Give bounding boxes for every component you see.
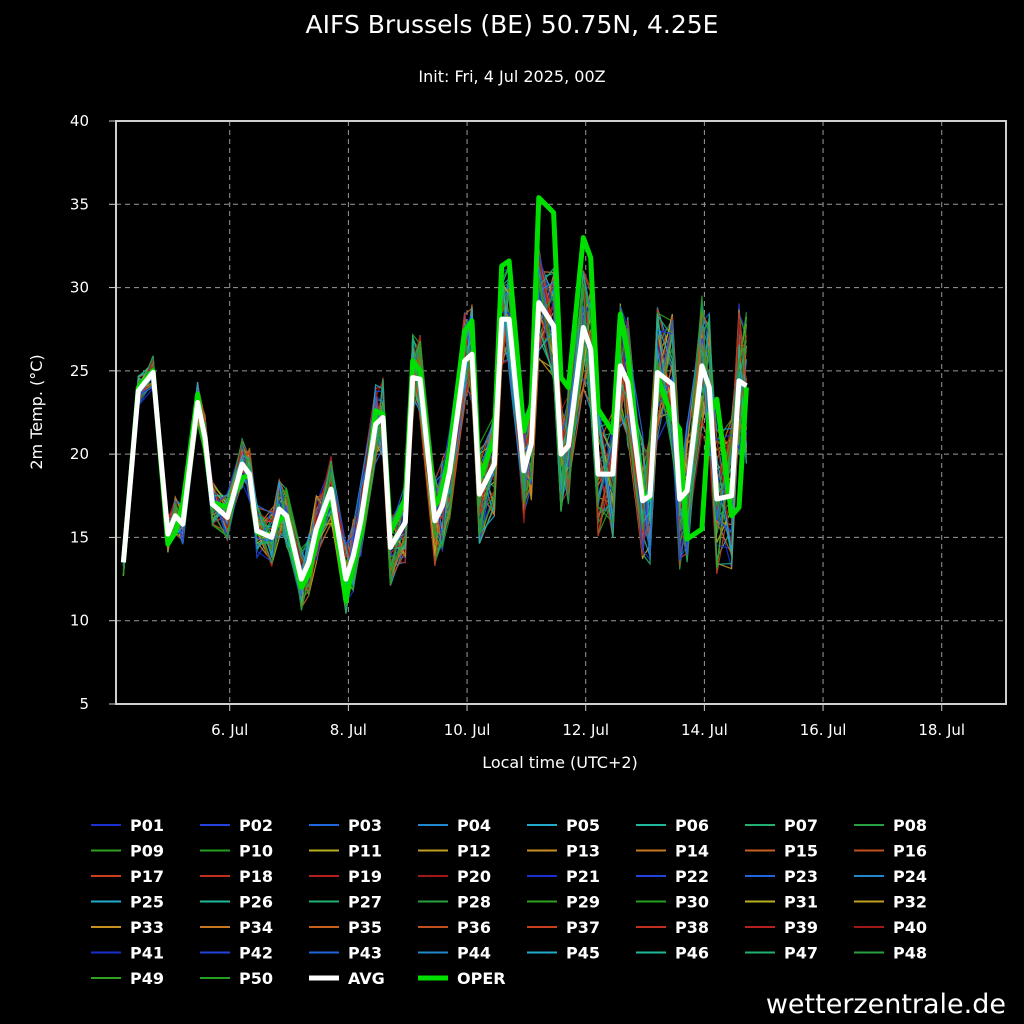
legend-label: P14: [675, 842, 709, 861]
legend-label: P33: [130, 918, 164, 937]
y-tick-label: 15: [70, 528, 89, 546]
y-tick-label: 35: [70, 195, 89, 213]
legend-label: P45: [566, 944, 600, 963]
y-tick-label: 30: [70, 279, 89, 297]
legend-label: P21: [566, 867, 600, 886]
legend-label: P12: [457, 842, 491, 861]
legend-label: P24: [893, 867, 927, 886]
legend-label: AVG: [348, 969, 385, 988]
legend-label: P36: [457, 918, 491, 937]
x-tick-label: 8. Jul: [330, 721, 367, 739]
source-credit: wetterzentrale.de: [766, 989, 1006, 1020]
y-tick-label: 5: [79, 695, 89, 713]
legend-label: P23: [784, 867, 818, 886]
x-axis-ticks: 6. Jul 8. Jul 10. Jul 12. Jul 14. Jul 16. Jul…: [211, 704, 965, 739]
legend-label: P39: [784, 918, 818, 937]
legend-label: P43: [348, 944, 382, 963]
legend-label: P11: [348, 842, 382, 861]
legend-label: P22: [675, 867, 709, 886]
legend-label: OPER: [457, 969, 506, 988]
legend-label: P08: [893, 816, 927, 835]
legend-label: P34: [239, 918, 273, 937]
legend-label: P44: [457, 944, 491, 963]
legend-label: P01: [130, 816, 164, 835]
legend-label: P15: [784, 842, 818, 861]
y-tick-label: 20: [70, 445, 89, 463]
legend-label: P19: [348, 867, 382, 886]
legend-label: P06: [675, 816, 709, 835]
x-tick-label: 6. Jul: [211, 721, 248, 739]
x-tick-label: 12. Jul: [562, 721, 609, 739]
y-axis-ticks: 5 10 15 20 25 30 35 40: [70, 112, 116, 713]
plot-frame: [115, 120, 1007, 705]
legend-label: P07: [784, 816, 818, 835]
legend-label: P27: [348, 893, 382, 912]
y-tick-label: 10: [70, 612, 89, 630]
legend-label: P30: [675, 893, 709, 912]
legend-label: P31: [784, 893, 818, 912]
x-tick-label: 10. Jul: [444, 721, 491, 739]
legend-label: P38: [675, 918, 709, 937]
legend-label: P47: [784, 944, 818, 963]
y-axis-label: 2m Temp. (°C): [27, 354, 46, 469]
x-tick-label: 18. Jul: [918, 721, 965, 739]
legend-label: P18: [239, 867, 273, 886]
legend-label: P20: [457, 867, 491, 886]
legend-label: P40: [893, 918, 927, 937]
legend-label: P09: [130, 842, 164, 861]
member-line-p47: [122, 266, 747, 614]
legend: P01 P02 P03 P04 P05 P06 P07 P08 P09 P10 P11 P12 P13 P…: [91, 816, 927, 988]
x-tick-label: 16. Jul: [800, 721, 847, 739]
chart-title: AIFS Brussels (BE) 50.75N, 4.25E: [306, 10, 719, 39]
legend-label: P37: [566, 918, 600, 937]
legend-label: P10: [239, 842, 273, 861]
legend-label: P28: [457, 893, 491, 912]
legend-label: P05: [566, 816, 600, 835]
x-tick-label: 14. Jul: [681, 721, 728, 739]
legend-label: P48: [893, 944, 927, 963]
legend-label: P13: [566, 842, 600, 861]
legend-label: P17: [130, 867, 164, 886]
legend-label: P49: [130, 969, 164, 988]
main-lines: [120, 195, 749, 604]
legend-label: P03: [348, 816, 382, 835]
x-axis-label: Local time (UTC+2): [482, 753, 638, 772]
y-tick-label: 40: [70, 112, 89, 130]
legend-label: P02: [239, 816, 273, 835]
legend-label: P16: [893, 842, 927, 861]
legend-label: P25: [130, 893, 164, 912]
legend-label: P32: [893, 893, 927, 912]
legend-label: P41: [130, 944, 164, 963]
legend-label: P04: [457, 816, 491, 835]
avg-line: [120, 300, 748, 582]
legend-label: P35: [348, 918, 382, 937]
legend-label: P46: [675, 944, 709, 963]
chart-subtitle: Init: Fri, 4 Jul 2025, 00Z: [418, 67, 605, 86]
legend-label: P50: [239, 969, 273, 988]
legend-label: P29: [566, 893, 600, 912]
legend-label: P26: [239, 893, 273, 912]
y-tick-label: 25: [70, 362, 89, 380]
legend-label: P42: [239, 944, 273, 963]
